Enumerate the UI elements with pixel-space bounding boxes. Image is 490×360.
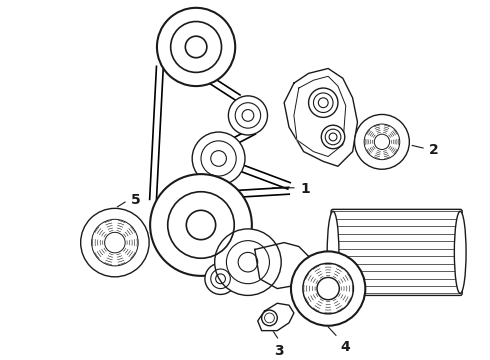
- Circle shape: [309, 88, 338, 117]
- Circle shape: [215, 229, 281, 296]
- Text: 4: 4: [341, 341, 351, 355]
- Polygon shape: [255, 243, 309, 289]
- Polygon shape: [226, 187, 289, 198]
- Text: 5: 5: [130, 193, 140, 207]
- Circle shape: [228, 96, 268, 135]
- Polygon shape: [258, 303, 294, 330]
- Circle shape: [157, 8, 235, 86]
- Polygon shape: [206, 75, 240, 101]
- Circle shape: [321, 125, 345, 149]
- Text: 1: 1: [301, 182, 311, 196]
- Text: 2: 2: [429, 143, 439, 157]
- Ellipse shape: [327, 211, 339, 293]
- Polygon shape: [149, 66, 163, 200]
- Polygon shape: [236, 163, 290, 189]
- Circle shape: [150, 174, 252, 276]
- Circle shape: [355, 114, 409, 169]
- Circle shape: [192, 132, 245, 185]
- Circle shape: [291, 251, 366, 326]
- Circle shape: [105, 232, 125, 253]
- Circle shape: [205, 263, 236, 294]
- Circle shape: [317, 278, 339, 300]
- Circle shape: [81, 208, 149, 277]
- Circle shape: [374, 134, 390, 149]
- FancyBboxPatch shape: [331, 209, 462, 296]
- Text: 3: 3: [274, 344, 284, 358]
- Polygon shape: [284, 68, 358, 166]
- Polygon shape: [230, 128, 255, 146]
- Polygon shape: [294, 76, 346, 157]
- Polygon shape: [210, 262, 229, 274]
- Ellipse shape: [454, 211, 466, 293]
